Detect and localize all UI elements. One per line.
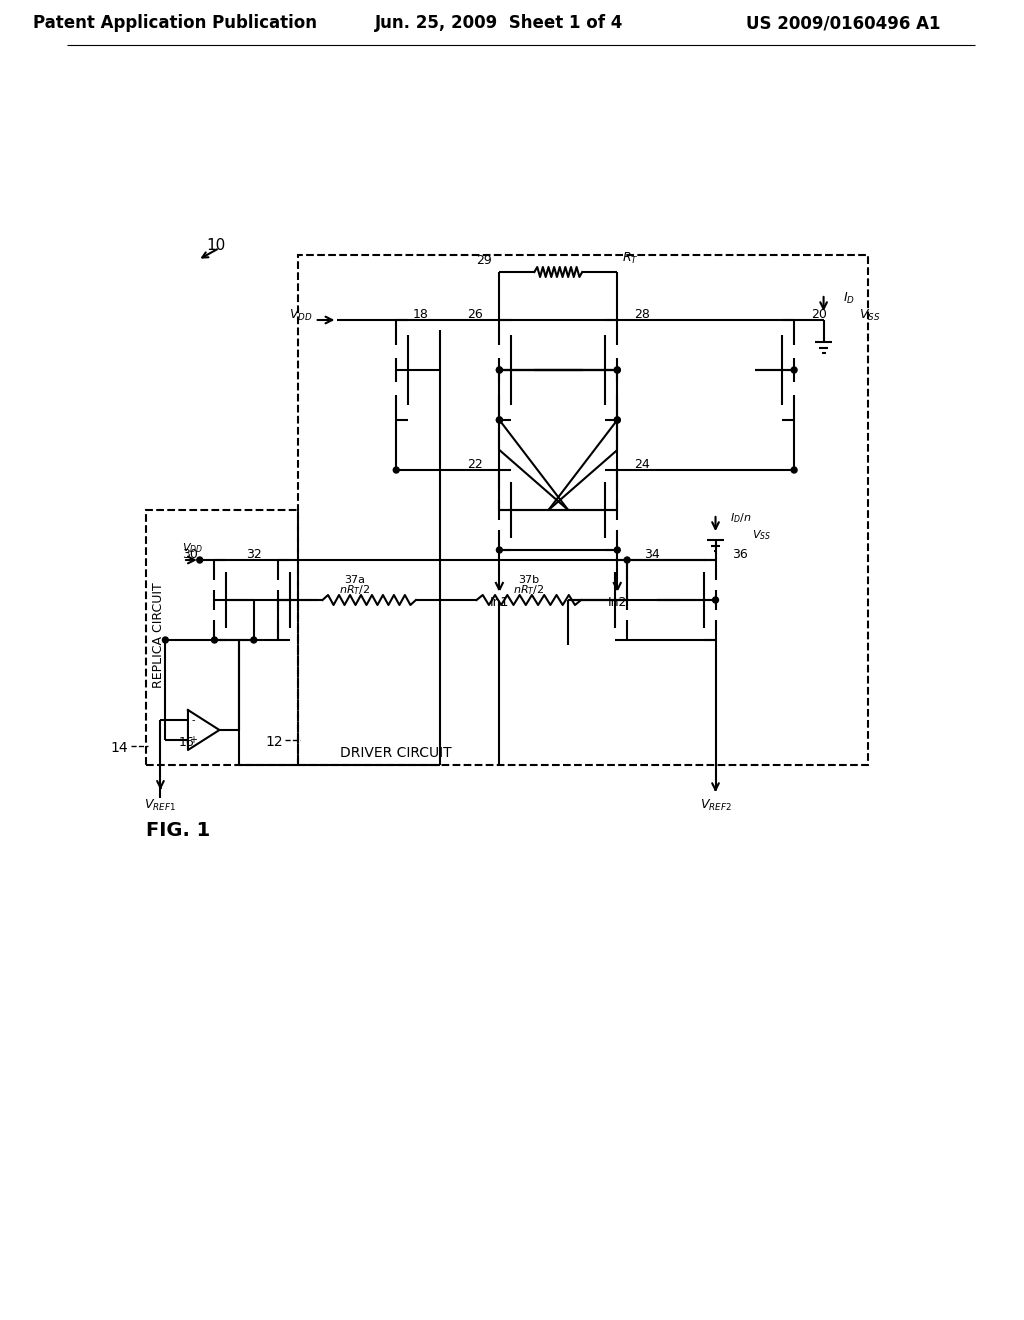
Circle shape [792,467,797,473]
Text: $V_{DD}$: $V_{DD}$ [182,541,204,554]
Text: $V_{DD}$: $V_{DD}$ [289,308,312,322]
Text: 28: 28 [634,308,650,321]
Text: 10: 10 [207,238,226,252]
Text: 37a: 37a [344,576,365,585]
Circle shape [614,367,621,374]
Bar [298,255,867,766]
Text: 18: 18 [413,308,429,321]
Text: $V_{SS}$: $V_{SS}$ [859,308,881,322]
Text: DRIVER CIRCUIT: DRIVER CIRCUIT [340,746,452,760]
Text: 24: 24 [634,458,650,470]
Text: 36: 36 [732,548,748,561]
Text: -: - [191,715,195,725]
Text: $I_D$: $I_D$ [843,290,855,305]
Text: REPLICA CIRCUIT: REPLICA CIRCUIT [152,582,165,688]
Text: +: + [188,735,197,744]
Circle shape [497,367,503,374]
Text: 37b: 37b [518,576,540,585]
Text: $nR_T/2$: $nR_T/2$ [513,583,545,597]
Circle shape [197,557,203,564]
Text: 20: 20 [811,308,826,321]
Circle shape [614,417,621,422]
Circle shape [614,367,621,374]
Text: 29: 29 [476,253,492,267]
Text: In1: In1 [489,595,509,609]
Circle shape [393,467,399,473]
Text: $V_{REF1}$: $V_{REF1}$ [144,797,176,813]
Circle shape [497,417,503,422]
Text: 22: 22 [467,458,482,470]
Bar [145,510,298,766]
Text: 16: 16 [179,735,195,748]
Text: $V_{SS}$: $V_{SS}$ [752,528,771,543]
Circle shape [497,546,503,553]
Circle shape [614,546,621,553]
Text: Patent Application Publication: Patent Application Publication [33,15,317,32]
Text: $V_{REF2}$: $V_{REF2}$ [699,797,731,813]
Text: FIG. 1: FIG. 1 [145,821,210,840]
Text: 26: 26 [467,308,482,321]
Circle shape [713,597,719,603]
Circle shape [251,638,257,643]
Text: Jun. 25, 2009  Sheet 1 of 4: Jun. 25, 2009 Sheet 1 of 4 [375,15,624,32]
Text: 32: 32 [246,548,262,561]
Circle shape [792,367,797,374]
Circle shape [497,367,503,374]
Text: $I_D/n$: $I_D/n$ [730,511,752,525]
Text: 30: 30 [182,548,198,561]
Circle shape [497,417,503,422]
Text: 12: 12 [265,735,284,748]
Circle shape [163,638,168,643]
Circle shape [625,557,630,564]
Text: 14: 14 [111,741,128,755]
Circle shape [614,417,621,422]
Text: US 2009/0160496 A1: US 2009/0160496 A1 [746,15,940,32]
Text: In2: In2 [607,595,627,609]
Text: 34: 34 [644,548,659,561]
Text: $R_T$: $R_T$ [623,251,639,265]
Text: $nR_T/2$: $nR_T/2$ [339,583,370,597]
Circle shape [212,638,217,643]
